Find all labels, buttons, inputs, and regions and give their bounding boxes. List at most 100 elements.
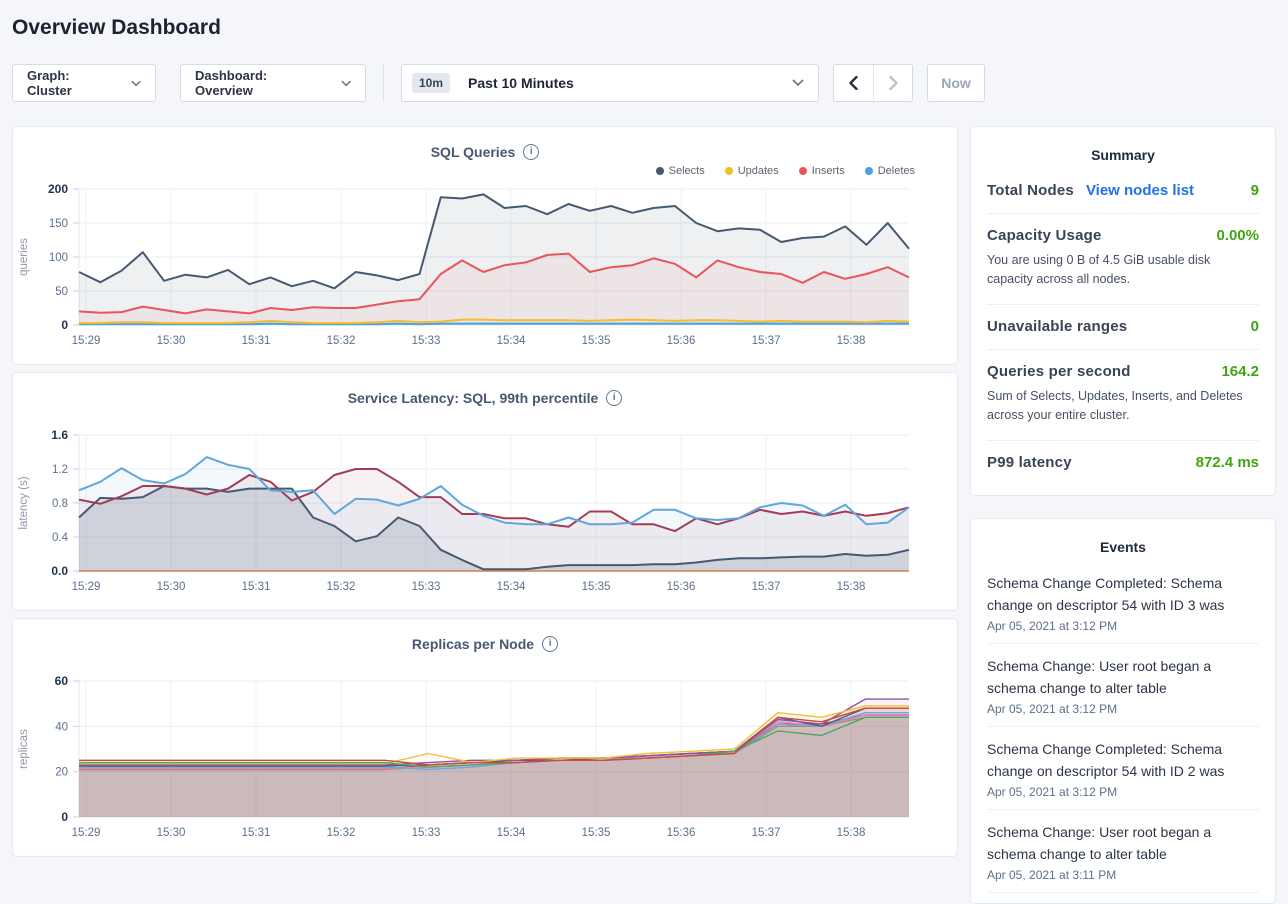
legend-dot	[724, 167, 733, 175]
main-content: SQL Queries i Selects Updates Inserts Delet…	[12, 126, 1276, 904]
charts-column: SQL Queries i Selects Updates Inserts Delet…	[12, 126, 958, 864]
svg-text:15:31: 15:31	[242, 335, 271, 347]
summary-row-unavailable-ranges: Unavailable ranges 0	[987, 305, 1259, 350]
legend-dot	[864, 167, 873, 175]
svg-text:15:32: 15:32	[327, 335, 356, 347]
time-next-button[interactable]	[873, 65, 912, 101]
legend-dot	[798, 167, 807, 175]
now-button[interactable]: Now	[927, 64, 985, 102]
event-timestamp: Apr 05, 2021 at 3:11 PM	[987, 867, 1117, 882]
event-timestamp: Apr 05, 2021 at 3:12 PM	[987, 701, 1118, 716]
graph-dropdown[interactable]: Graph: Cluster	[12, 64, 156, 102]
time-range-picker[interactable]: 10m Past 10 Minutes	[401, 64, 819, 102]
svg-text:15:33: 15:33	[412, 335, 441, 347]
summary-panel: Summary Total Nodes View nodes list 9 Ca…	[970, 126, 1276, 496]
info-icon[interactable]: i	[523, 143, 540, 160]
chevron-down-icon	[341, 80, 351, 86]
event-timestamp: Apr 05, 2021 at 3:12 PM	[987, 618, 1118, 633]
svg-text:100: 100	[49, 252, 68, 264]
svg-text:15:33: 15:33	[412, 827, 441, 839]
svg-text:15:30: 15:30	[157, 335, 186, 347]
chevron-down-icon	[131, 80, 141, 86]
time-prev-button[interactable]	[834, 65, 873, 101]
time-nav-group	[833, 64, 913, 102]
event-message: Schema Change: User root began a schema …	[987, 657, 1212, 696]
svg-text:15:38: 15:38	[837, 581, 866, 593]
chevron-right-icon	[888, 76, 898, 90]
event-message: Schema Change Completed: Schema change o…	[987, 574, 1225, 613]
svg-text:0: 0	[61, 318, 68, 332]
svg-text:15:38: 15:38	[837, 827, 866, 839]
chevron-left-icon	[849, 76, 858, 90]
summary-row-total-nodes: Total Nodes View nodes list 9	[987, 169, 1259, 214]
chevron-down-icon	[792, 79, 804, 87]
info-icon[interactable]: i	[606, 389, 623, 406]
capacity-usage-value: 0.00%	[1216, 227, 1259, 244]
svg-text:15:31: 15:31	[242, 827, 271, 839]
legend-label: Selects	[668, 165, 705, 177]
svg-text:40: 40	[55, 721, 68, 733]
svg-text:15:29: 15:29	[72, 335, 101, 347]
unavailable-ranges-value: 0	[1250, 317, 1259, 335]
svg-text:15:37: 15:37	[752, 827, 781, 839]
events-panel: Events Schema Change Completed: Schema c…	[970, 517, 1276, 904]
svg-text:20: 20	[55, 767, 68, 779]
replicas-per-node-chart[interactable]: 15:29 15:30 15:31 15:32 15:33 15:34 15:35 15:36…	[13, 673, 957, 841]
queries-per-second-label: Queries per second	[987, 362, 1131, 380]
svg-text:15:32: 15:32	[327, 581, 356, 593]
sql-queries-chart[interactable]: 15:29 15:30 15:31 15:32 15:33 15:34 15:35 15:36…	[13, 181, 957, 349]
service-latency-chart[interactable]: 15:29 15:30 15:31 15:32 15:33 15:34 15:35 15:36…	[13, 427, 957, 595]
view-nodes-list-link[interactable]: View nodes list	[1085, 182, 1195, 199]
svg-text:15:37: 15:37	[752, 581, 781, 593]
event-item: Schema Change Completed: Schema change o…	[987, 727, 1259, 810]
queries-per-second-description: Sum of Selects, Updates, Inserts, and De…	[987, 388, 1243, 423]
svg-text:15:29: 15:29	[72, 581, 101, 593]
legend-item-deletes[interactable]: Deletes	[864, 165, 915, 177]
svg-text:15:29: 15:29	[72, 827, 101, 839]
info-icon[interactable]: i	[542, 635, 559, 652]
svg-text:15:33: 15:33	[412, 581, 441, 593]
toolbar-divider	[383, 64, 384, 102]
chart-title-row: Replicas per Node i	[13, 619, 957, 653]
dashboard-dropdown[interactable]: Dashboard: Overview	[180, 64, 366, 102]
svg-text:15:36: 15:36	[667, 335, 696, 347]
svg-text:60: 60	[55, 674, 69, 688]
chart-title-row: Service Latency: SQL, 99th percentile i	[13, 373, 957, 407]
svg-text:15:34: 15:34	[497, 581, 526, 593]
svg-text:15:37: 15:37	[752, 335, 781, 347]
chart-title-row: SQL Queries i	[13, 127, 957, 161]
unavailable-ranges-label: Unavailable ranges	[987, 317, 1128, 335]
chart-legend: Selects Updates Inserts Deletes	[13, 161, 957, 181]
chart-legend	[13, 653, 957, 673]
chart-title: SQL Queries	[430, 143, 516, 160]
legend-label: Updates	[737, 165, 779, 177]
legend-item-selects[interactable]: Selects	[655, 165, 705, 177]
event-message: Schema Change: User root began a schema …	[987, 823, 1212, 862]
chart-panel-service-latency: Service Latency: SQL, 99th percentile i …	[12, 372, 958, 611]
svg-text:15:38: 15:38	[837, 335, 866, 347]
event-message: Schema Change Completed: Schema change o…	[987, 740, 1225, 779]
graph-dropdown-label: Graph: Cluster	[27, 68, 72, 98]
svg-text:0.4: 0.4	[52, 532, 69, 544]
summary-row-p99-latency: P99 latency 872.4 ms	[987, 441, 1259, 485]
chart-panel-replicas-per-node: Replicas per Node i 15:29 15:30 15:31 15:32…	[12, 618, 958, 857]
svg-text:queries: queries	[18, 238, 30, 276]
svg-text:1.6: 1.6	[51, 428, 68, 442]
legend-item-updates[interactable]: Updates	[724, 165, 779, 177]
chart-title: Replicas per Node	[411, 635, 535, 652]
total-nodes-label: Total Nodes	[987, 182, 1074, 199]
event-item: Schema Change: User root began a schema …	[987, 644, 1259, 727]
summary-row-capacity-usage: Capacity Usage 0.00% You are using 0 B o…	[987, 214, 1259, 305]
summary-row-queries-per-second: Queries per second 164.2 Sum of Selects,…	[987, 350, 1259, 441]
legend-item-inserts[interactable]: Inserts	[798, 165, 845, 177]
legend-label: Inserts	[811, 165, 845, 177]
chart-title: Service Latency: SQL, 99th percentile	[347, 389, 599, 406]
svg-text:latency (s): latency (s)	[18, 476, 30, 529]
svg-text:15:30: 15:30	[157, 581, 186, 593]
p99-latency-label: P99 latency	[987, 453, 1072, 471]
legend-label: Deletes	[877, 165, 915, 177]
queries-per-second-value: 164.2	[1221, 362, 1259, 380]
toolbar: Graph: Cluster Dashboard: Overview 10m P…	[12, 64, 1276, 102]
svg-text:15:35: 15:35	[582, 581, 611, 593]
